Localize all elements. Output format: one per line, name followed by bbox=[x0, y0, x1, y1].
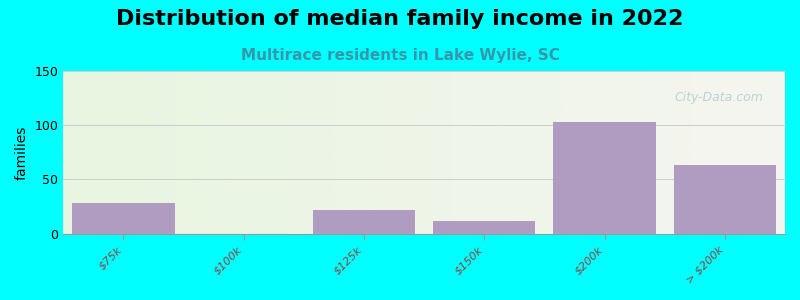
Bar bbox=[554, 122, 656, 234]
Bar bbox=[674, 165, 776, 234]
Bar bbox=[72, 203, 174, 234]
Bar bbox=[433, 220, 535, 234]
Bar bbox=[313, 210, 415, 234]
Text: Multirace residents in Lake Wylie, SC: Multirace residents in Lake Wylie, SC bbox=[241, 48, 559, 63]
Y-axis label: families: families bbox=[15, 125, 29, 179]
Text: Distribution of median family income in 2022: Distribution of median family income in … bbox=[116, 9, 684, 29]
Text: City-Data.com: City-Data.com bbox=[674, 91, 763, 103]
